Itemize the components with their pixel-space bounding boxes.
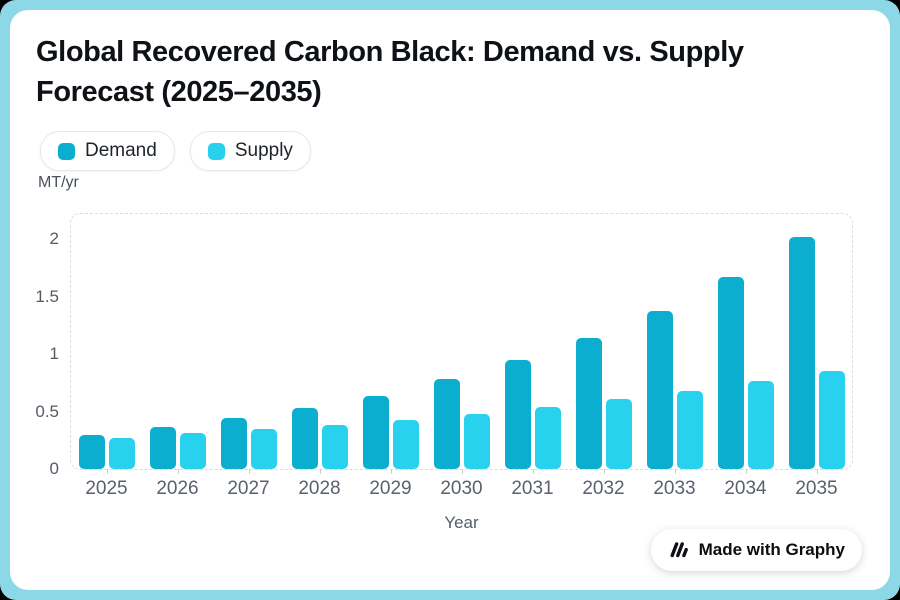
y-axis-tick-label: 2 [49, 229, 59, 249]
supply-bar-2025[interactable] [108, 438, 135, 469]
x-axis-tick-mark [603, 469, 605, 474]
bar-group-2026 [142, 426, 213, 469]
x-axis-tick-mark [248, 469, 250, 474]
y-axis-unit-label: MT/yr [38, 174, 79, 191]
demand-bar-2032[interactable] [575, 338, 602, 469]
made-with-graphy-label: Made with Graphy [698, 540, 845, 559]
x-axis-tick-mark [461, 469, 463, 474]
chart-title-line1: Global Recovered Carbon Black: Demand vs… [36, 36, 744, 68]
supply-bar-2031[interactable] [534, 406, 561, 469]
bar-group-2033 [639, 310, 710, 469]
chart-title: Global Recovered Carbon Black: Demand vs… [36, 32, 868, 112]
x-axis-tick-label: 2025 [85, 478, 128, 499]
supply-swatch-icon [207, 142, 225, 160]
chart-title-line2: Forecast (2025–2035) [36, 76, 322, 108]
bar-group-2035 [781, 236, 852, 469]
bar-group-2030 [426, 379, 497, 469]
chart-card: Global Recovered Carbon Black: Demand vs… [10, 10, 890, 590]
bar-group-2027 [213, 418, 284, 469]
x-axis-tick-label: 2033 [653, 478, 696, 499]
bar-group-2025 [71, 434, 142, 469]
x-axis-tick-mark [390, 469, 392, 474]
demand-bar-2031[interactable] [504, 359, 531, 469]
demand-bar-2027[interactable] [220, 418, 247, 469]
supply-bar-2034[interactable] [747, 380, 774, 469]
x-axis-tick-mark [532, 469, 534, 474]
legend-item-demand[interactable]: Demand [40, 131, 175, 171]
y-axis-tick-label: 0 [49, 459, 59, 478]
bar-series-container [71, 214, 852, 469]
supply-bar-2027[interactable] [250, 428, 277, 469]
supply-bar-2028[interactable] [321, 425, 348, 469]
x-axis-tick-label: 2032 [582, 478, 625, 499]
supply-bar-2029[interactable] [392, 419, 419, 469]
x-axis-tick-mark [106, 469, 108, 474]
demand-swatch-icon [58, 142, 75, 160]
x-axis-tick-label: 2035 [795, 478, 838, 499]
x-axis-tick-mark [816, 469, 818, 474]
graphy-logo-icon [670, 542, 688, 558]
plot-area: 0 0.5 1 1.5 2 2025 2026 2027 2028 2029 2030 2031 203… [35, 213, 853, 499]
legend-label-supply: Supply [234, 140, 293, 161]
x-axis-tick-label: 2027 [227, 478, 270, 499]
supply-bar-2030[interactable] [463, 413, 490, 469]
x-axis-title: Year [444, 513, 479, 532]
x-axis-tick-label: 2029 [369, 478, 412, 499]
legend-item-supply[interactable]: Supply [189, 131, 311, 171]
bar-group-2032 [568, 338, 639, 469]
demand-bar-2025[interactable] [78, 434, 105, 469]
x-axis-tick-mark [319, 469, 321, 474]
bar-group-2031 [497, 359, 568, 469]
x-axis-tick-mark [674, 469, 676, 474]
legend: Demand Supply [40, 131, 311, 171]
demand-bar-2029[interactable] [362, 395, 389, 469]
x-axis-tick-mark [177, 469, 179, 474]
demand-bar-2034[interactable] [717, 277, 744, 469]
y-axis-tick-label: 0.5 [35, 401, 59, 421]
demand-bar-2035[interactable] [788, 236, 815, 469]
x-axis-tick-label: 2028 [298, 478, 341, 499]
supply-bar-2035[interactable] [818, 371, 845, 469]
supply-bar-2033[interactable] [676, 390, 703, 469]
supply-bar-2032[interactable] [605, 398, 632, 469]
demand-bar-2030[interactable] [433, 379, 460, 469]
demand-bar-2033[interactable] [646, 310, 673, 469]
demand-bar-2026[interactable] [149, 426, 176, 469]
legend-label-demand: Demand [85, 140, 157, 161]
x-axis-tick-label: 2026 [156, 478, 199, 499]
demand-bar-2028[interactable] [291, 408, 318, 469]
x-axis-tick-label: 2030 [440, 478, 483, 499]
x-axis-tick-label: 2034 [724, 478, 767, 499]
supply-bar-2026[interactable] [179, 433, 206, 469]
bar-group-2034 [710, 277, 781, 469]
x-axis-tick-mark [745, 469, 747, 474]
bar-group-2028 [284, 408, 355, 469]
y-axis-tick-label: 1 [49, 344, 59, 364]
y-axis-tick-label: 1.5 [35, 286, 59, 306]
x-axis-tick-label: 2031 [511, 478, 554, 499]
made-with-graphy-badge[interactable]: Made with Graphy [650, 529, 862, 571]
bar-group-2029 [355, 395, 426, 469]
